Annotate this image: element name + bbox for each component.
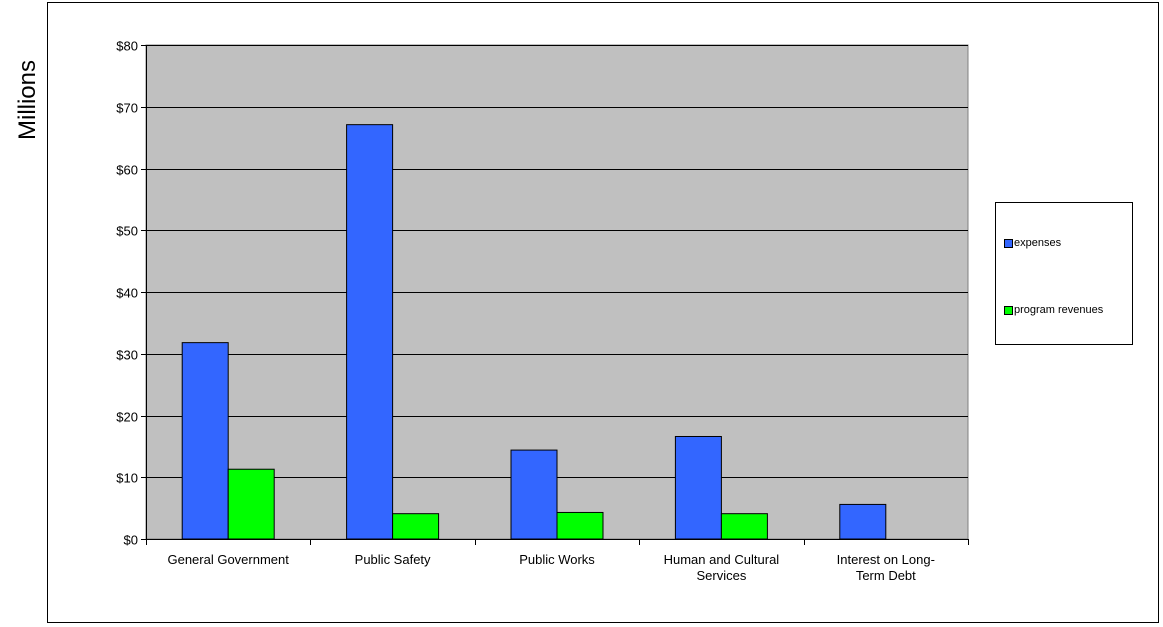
bar-expenses-1 [181, 342, 229, 540]
legend-item-expenses: expenses [1004, 237, 1061, 249]
x-category-label: Public Works [519, 552, 595, 567]
bar-program-revenues-1 [227, 468, 275, 540]
legend-swatch-expenses [1004, 238, 1013, 248]
y-tick-label: $10 [116, 471, 138, 486]
bar-program-revenues-3 [556, 511, 604, 540]
y-tick-label: $60 [116, 163, 138, 178]
bar-expenses-2 [346, 124, 394, 540]
x-category-label: Term Debt [856, 568, 916, 583]
x-category-label: General Government [167, 552, 289, 567]
x-category-label: Services [696, 568, 746, 583]
legend-swatch-program-revenues [1004, 305, 1013, 315]
bar-expenses-4 [674, 435, 722, 540]
x-category-label: Public Safety [355, 552, 431, 567]
bar-program-revenues-2 [392, 513, 440, 540]
y-tick-label: $20 [116, 410, 138, 425]
x-category-label: Human and Cultural [664, 552, 780, 567]
legend-label-expenses: expenses [1014, 237, 1062, 249]
x-category-label: Interest on Long- [837, 552, 935, 567]
legend: expenses program revenues [995, 202, 1133, 345]
y-tick-label: $50 [116, 224, 138, 239]
bar-expenses-3 [510, 449, 558, 540]
y-tick-label: $70 [116, 101, 138, 116]
bar-expenses-5 [839, 503, 887, 540]
y-tick-label: $80 [116, 39, 138, 54]
y-tick-label: $0 [124, 533, 138, 548]
y-tick-label: $30 [116, 348, 138, 363]
legend-label-program-revenues: program revenues [1014, 304, 1104, 316]
legend-item-program-revenues: program revenues [1004, 304, 1103, 316]
y-tick-label: $40 [116, 286, 138, 301]
bar-program-revenues-4 [720, 513, 768, 540]
